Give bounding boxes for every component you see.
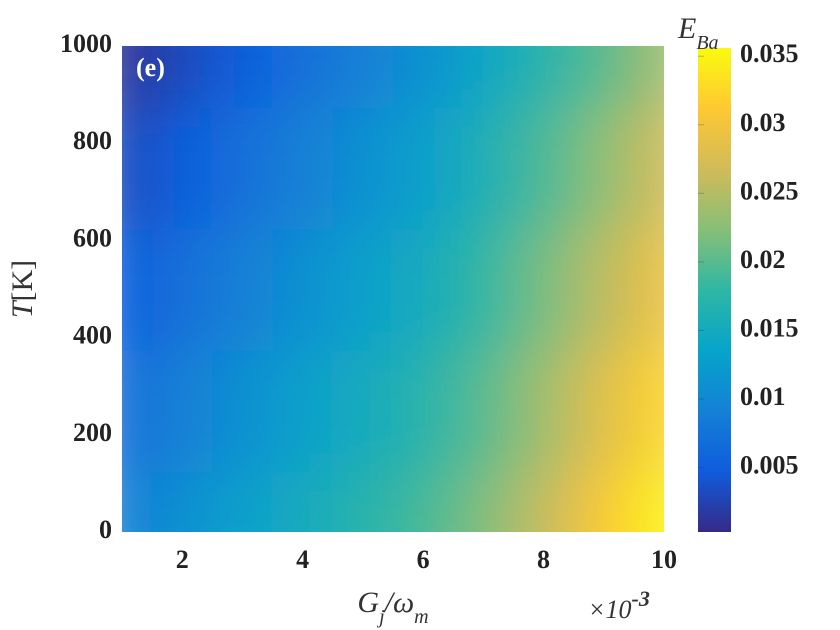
- heatmap-cell: [152, 106, 214, 230]
- heatmap-cell: [393, 228, 455, 351]
- x-axis-label: Gj/ωm: [357, 586, 428, 628]
- colorbar-label: EBa: [677, 12, 719, 54]
- x-tick-label: 8: [537, 545, 550, 574]
- heatmap-cell: [272, 471, 334, 532]
- heatmap-cell: [332, 349, 394, 473]
- heatmap-cell: [513, 471, 575, 532]
- x-tick-label: 6: [417, 545, 430, 574]
- heatmap-cell: [212, 228, 274, 351]
- heatmap-cell: [212, 349, 274, 473]
- y-axis-label: T[K]: [6, 260, 39, 318]
- colorbar-tick-label: 0.025: [740, 176, 799, 205]
- heatmap-cell: [152, 349, 214, 473]
- heatmap-cell: [152, 471, 214, 532]
- x-axis-label-part: m: [414, 606, 428, 628]
- x-tick-label: 2: [176, 545, 189, 574]
- colorbar-tick-label: 0.035: [740, 39, 799, 68]
- colorbar-label-part: Ba: [696, 32, 718, 54]
- heatmap-cell: [453, 471, 515, 532]
- colorbar-tick-label: 0.01: [740, 382, 786, 411]
- heatmap-cell: [332, 228, 394, 351]
- heatmap-cell: [453, 106, 515, 230]
- heatmap-cell: [152, 228, 214, 351]
- y-tick-label: 1000: [60, 29, 112, 58]
- panel-label: (e): [136, 53, 165, 82]
- heatmap-cell: [453, 46, 515, 108]
- colorbar-tick-label: 0.02: [740, 245, 786, 274]
- colorbar-tick-label: 0.005: [740, 451, 799, 480]
- colorbar: [698, 48, 731, 532]
- heatmap-cell: [393, 106, 455, 230]
- y-axis-label-part: T: [6, 299, 39, 318]
- heatmap-cell: [573, 228, 635, 351]
- heatmap-cell: [453, 228, 515, 351]
- heatmap-cell: [573, 106, 635, 230]
- heatmap-cell: [212, 471, 274, 532]
- y-tick-label: 600: [73, 223, 112, 252]
- heatmap-cell: [393, 471, 455, 532]
- heatmap-cell: [633, 46, 664, 108]
- heatmap-cell: [122, 46, 154, 108]
- heatmap-cell: [513, 106, 575, 230]
- heatmap-cell: [272, 46, 334, 108]
- heatmap-cell: [513, 46, 575, 108]
- heatmap-cell: [633, 106, 664, 230]
- heatmap-cell: [272, 349, 334, 473]
- heatmap-cell: [633, 471, 664, 532]
- heatmap-cell: [272, 228, 334, 351]
- x-tick-label: 4: [296, 545, 309, 574]
- heatmap-cell: [122, 228, 154, 351]
- heatmap-cell: [453, 349, 515, 473]
- x-tick-label: 10: [651, 545, 677, 574]
- heatmap-cell: [573, 471, 635, 532]
- x-exponent-part: -3: [632, 586, 650, 611]
- heatmap-cell: [393, 349, 455, 473]
- colorbar-tick-label: 0.015: [740, 313, 799, 342]
- y-tick-label: 0: [99, 515, 112, 544]
- heatmap-cell: [573, 46, 635, 108]
- heatmap-cell: [513, 228, 575, 351]
- heatmap-cell: [513, 349, 575, 473]
- x-exponent-part: ×10: [588, 595, 632, 624]
- x-axis-label-part: j: [376, 606, 385, 628]
- y-tick-label: 400: [73, 321, 112, 350]
- colorbar-tick-label: 0.03: [740, 108, 786, 137]
- heatmap-cell: [152, 46, 214, 108]
- y-tick-label: 800: [73, 126, 112, 155]
- heatmap-cell: [633, 228, 664, 351]
- heatmap-cell: [212, 106, 274, 230]
- y-tick-label: 200: [73, 418, 112, 447]
- heatmap-cell: [633, 349, 664, 473]
- y-axis-label-part: [K]: [6, 260, 39, 302]
- heatmap-cell: [122, 106, 154, 230]
- x-axis-label-part: G: [357, 586, 379, 619]
- heatmap-cell: [332, 46, 394, 108]
- heatmap: [122, 46, 664, 532]
- plot-area: [122, 46, 664, 532]
- heatmap-cell: [122, 349, 154, 473]
- heatmap-cell: [332, 106, 394, 230]
- heatmap-cell: [332, 471, 394, 532]
- heatmap-cell: [393, 46, 455, 108]
- heatmap-cell: [212, 46, 274, 108]
- heatmap-cell: [122, 471, 154, 532]
- heatmap-cell: [272, 106, 334, 230]
- heatmap-cell: [573, 349, 635, 473]
- colorbar-label-part: E: [677, 12, 696, 45]
- x-axis-label-part: /ω: [383, 586, 415, 619]
- x-exponent: ×10-3: [588, 586, 650, 625]
